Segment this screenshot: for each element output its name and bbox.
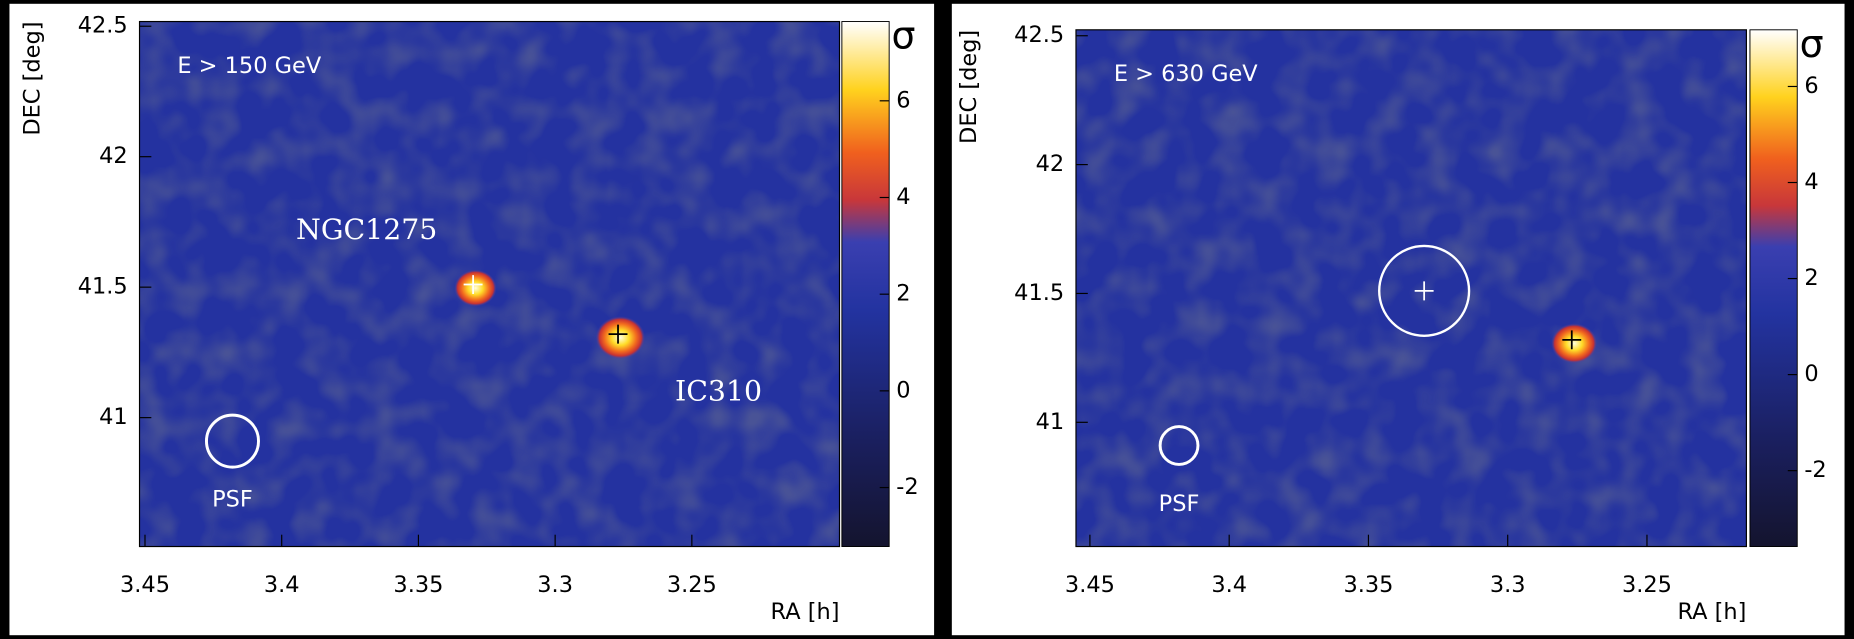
colorbar-tick-label: -2 <box>1804 457 1826 483</box>
figure: NGC1275 IC310 PSF E > 150 GeV 3.45 3.4 3.35 3.3… <box>0 0 1854 639</box>
x-axis-label: RA [h] <box>771 599 840 625</box>
psf-label: PSF <box>1159 491 1200 517</box>
source-label: NGC1275 <box>296 213 437 246</box>
energy-annotation: E > 630 GeV <box>1114 61 1258 87</box>
x-tick-label: 3.35 <box>1343 572 1393 598</box>
colorbar-tick-label: 6 <box>896 87 910 113</box>
colorbar-tick-label: 2 <box>1804 265 1818 291</box>
y-axis-label: DEC [deg] <box>956 30 982 144</box>
colorbar <box>1750 30 1797 547</box>
colorbar-label: σ <box>1800 22 1824 66</box>
colorbar-label: σ <box>892 14 916 58</box>
x-tick-label: 3.3 <box>1490 572 1526 598</box>
y-tick-label: 42 <box>1036 151 1065 177</box>
y-axis-label: DEC [deg] <box>20 22 46 136</box>
hotspot <box>454 270 496 307</box>
psf-label: PSF <box>212 487 253 513</box>
x-tick-label: 3.3 <box>537 572 573 598</box>
x-tick-label: 3.45 <box>1065 572 1115 598</box>
hotspot <box>596 316 645 359</box>
y-tick-label: 42.5 <box>1014 22 1064 48</box>
map-noise <box>1076 30 1746 547</box>
colorbar-tick-label: 6 <box>1804 73 1818 99</box>
x-tick-label: 3.25 <box>667 572 717 598</box>
x-tick-label: 3.25 <box>1622 572 1672 598</box>
energy-annotation: E > 150 GeV <box>177 53 321 79</box>
colorbar-tick-label: -2 <box>896 474 918 500</box>
colorbar-tick-label: 4 <box>896 184 910 210</box>
y-tick-label: 41.5 <box>78 274 128 300</box>
y-tick-label: 42 <box>99 143 128 169</box>
x-tick-label: 3.45 <box>120 572 170 598</box>
x-axis-label: RA [h] <box>1677 599 1746 625</box>
y-tick-label: 41 <box>99 404 128 430</box>
hotspot <box>1551 323 1597 363</box>
x-tick-label: 3.35 <box>393 572 443 598</box>
y-tick-label: 42.5 <box>78 13 128 39</box>
colorbar-tick-label: 0 <box>896 377 910 403</box>
y-tick-label: 41.5 <box>1014 280 1064 306</box>
x-tick-label: 3.4 <box>1211 572 1247 598</box>
colorbar-tick-label: 0 <box>1804 361 1818 387</box>
source-label: IC310 <box>675 375 762 408</box>
colorbar-tick-label: 4 <box>1804 169 1818 195</box>
y-tick-label: 41 <box>1036 409 1065 435</box>
x-tick-label: 3.4 <box>264 572 300 598</box>
colorbar-tick-label: 2 <box>896 281 910 307</box>
